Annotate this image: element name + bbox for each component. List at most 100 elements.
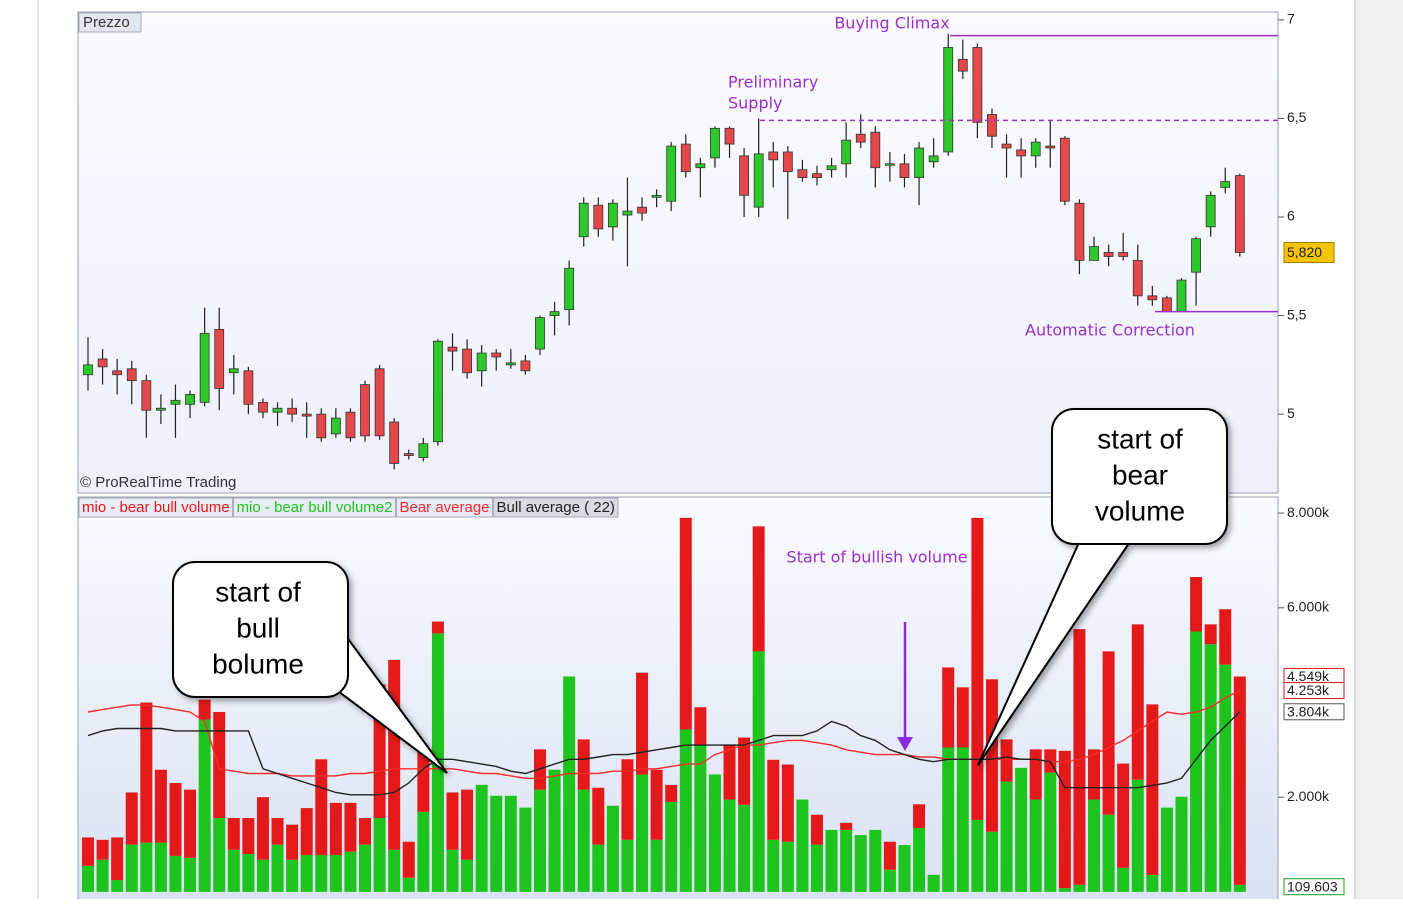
volume-bar — [1233, 884, 1246, 892]
volume-bar — [169, 782, 182, 856]
volume-bar — [767, 839, 780, 892]
annotation: Start of bullish volume — [786, 548, 967, 567]
candle-body — [243, 370, 254, 405]
candle-body — [987, 114, 997, 137]
volume-bar — [198, 699, 211, 720]
candle-body — [83, 364, 93, 376]
candle-body — [345, 411, 356, 439]
candle-body — [433, 340, 443, 443]
candle-body — [447, 346, 458, 352]
volume-bar — [111, 837, 124, 881]
volume-bar — [213, 818, 226, 892]
candle-body — [1074, 202, 1085, 261]
candle-body — [330, 417, 341, 435]
volume-bar — [679, 729, 692, 892]
y-tick-label: 6 — [1287, 208, 1295, 224]
volume-bar — [577, 789, 590, 892]
volume-bar — [271, 844, 284, 892]
volume-bar — [956, 687, 969, 748]
candle-body — [141, 380, 152, 411]
volume-bar — [461, 859, 474, 892]
callout-joint — [1082, 520, 1134, 536]
volume-bar — [752, 526, 765, 652]
candle-body — [112, 370, 123, 376]
candle-body — [505, 362, 516, 366]
candle-body — [1059, 137, 1070, 202]
candle-body — [1220, 181, 1231, 188]
volume-bar — [883, 841, 896, 870]
volume-bar — [1219, 664, 1232, 892]
candle-body — [607, 202, 618, 228]
volume-bar — [315, 854, 328, 892]
volume-bar — [286, 859, 299, 892]
candle-body — [199, 332, 210, 403]
volume-bar — [344, 851, 357, 892]
volume-bar — [1058, 750, 1071, 889]
candle-body — [943, 47, 954, 153]
volume-bar — [1146, 874, 1159, 892]
candle-body — [214, 328, 225, 389]
callout-box — [1051, 408, 1228, 545]
volume-bar — [198, 719, 211, 892]
candle-body — [403, 453, 414, 456]
volume-bar — [402, 877, 415, 892]
volume-bar — [1146, 704, 1159, 875]
volume-bar — [256, 859, 269, 892]
volume-bar — [1102, 814, 1115, 892]
volume-bar — [1131, 779, 1144, 892]
volume-bar — [417, 811, 430, 892]
volume-bar — [650, 769, 663, 840]
volume-bar — [1175, 796, 1188, 892]
candle-body — [768, 151, 779, 161]
candle-body — [666, 145, 677, 202]
candle-body — [914, 147, 924, 178]
volume-bar — [869, 829, 882, 892]
volume-bar — [140, 702, 153, 843]
callout-text: bolume — [212, 648, 304, 679]
value-tag — [1283, 682, 1345, 700]
candle-body — [185, 394, 195, 405]
candle-body — [899, 163, 910, 178]
volume-bar — [1088, 799, 1101, 892]
candle-body — [870, 131, 881, 169]
legend-box — [395, 497, 494, 518]
volume-bar — [402, 841, 415, 878]
volume-bar — [781, 841, 794, 892]
volume-bar — [1204, 624, 1217, 645]
volume-bar — [548, 769, 561, 892]
volume-bar — [242, 818, 255, 855]
volume-bar — [329, 854, 342, 892]
candle-body — [301, 413, 312, 417]
callout-text: volume — [1095, 495, 1185, 526]
candle-body — [753, 153, 764, 208]
volume-bar — [913, 804, 926, 828]
volume-bar — [840, 829, 853, 892]
volume-bar — [971, 517, 984, 820]
volume-bar — [942, 747, 955, 892]
volume-bar — [533, 789, 546, 892]
legend-label: Bull average ( 22) — [497, 499, 615, 516]
volume-bar — [96, 839, 109, 860]
volume-bar — [1102, 651, 1115, 815]
candle-body — [812, 173, 822, 178]
callout-text: bull — [236, 612, 280, 643]
candle-body — [228, 368, 239, 374]
volume-bar — [125, 844, 138, 892]
candle-body — [170, 399, 181, 405]
volume-bar — [169, 855, 182, 892]
credit: © ProRealTime Trading — [80, 474, 236, 491]
volume-bar — [1000, 739, 1013, 782]
volume-bar — [446, 792, 459, 850]
value-tag-label: 3.804k — [1287, 703, 1330, 719]
volume-bar — [154, 842, 167, 892]
volume-bar — [811, 814, 823, 845]
volume-bar — [738, 737, 751, 805]
candle-body — [1205, 194, 1216, 228]
volume-bar — [184, 857, 197, 892]
candle-body — [622, 210, 633, 216]
y-tick-label: 7 — [1287, 11, 1295, 27]
volume-bar — [577, 739, 590, 790]
volume-bar — [723, 744, 736, 800]
value-tag-label: 109.603 — [1287, 878, 1338, 894]
